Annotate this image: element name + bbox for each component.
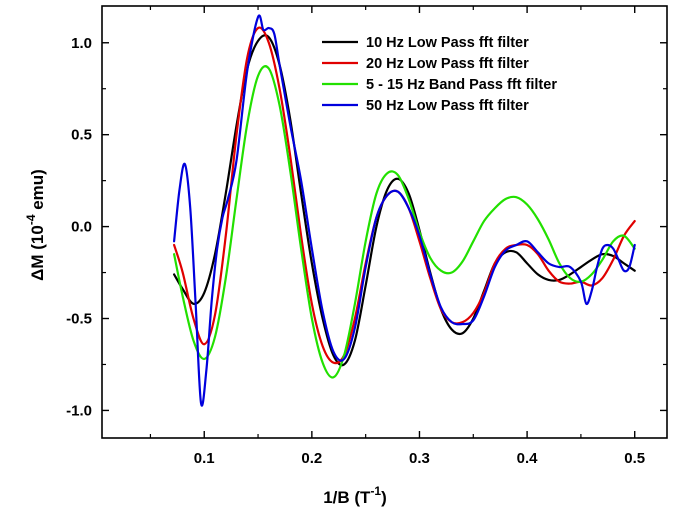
- y-tick-label: 0.0: [71, 219, 92, 236]
- legend: 10 Hz Low Pass fft filter 20 Hz Low Pass …: [322, 35, 557, 114]
- x-tick-label: 0.1: [194, 450, 215, 467]
- series-lines: [173, 14, 636, 407]
- series-line-4: [173, 14, 636, 407]
- y-tick-label: -0.5: [66, 311, 92, 328]
- plot-frame: [101, 5, 668, 439]
- legend-label: 50 Hz Low Pass fft filter: [366, 98, 529, 114]
- x-axis-title: 1/B (T-1): [323, 484, 387, 507]
- axes: 0.1 0.2 0.3 0.4 0.5 -1.0 -0.5 0.0 0.5 1.0: [66, 6, 667, 467]
- series-line-3: [173, 65, 636, 379]
- x-tick-label: 0.5: [624, 450, 645, 467]
- y-tick-label: 0.5: [71, 127, 92, 144]
- legend-label: 20 Hz Low Pass fft filter: [366, 56, 529, 72]
- x-tick-label: 0.3: [409, 450, 430, 467]
- x-tick-label: 0.4: [517, 450, 539, 467]
- y-axis-title: ΔM (10-4 emu): [24, 169, 47, 281]
- x-tick-label: 0.2: [301, 450, 322, 467]
- legend-label: 5 - 15 Hz Band Pass fft filter: [366, 77, 557, 93]
- y-tick-label: -1.0: [66, 402, 92, 419]
- y-tick-label: 1.0: [71, 35, 92, 52]
- legend-label: 10 Hz Low Pass fft filter: [366, 35, 529, 51]
